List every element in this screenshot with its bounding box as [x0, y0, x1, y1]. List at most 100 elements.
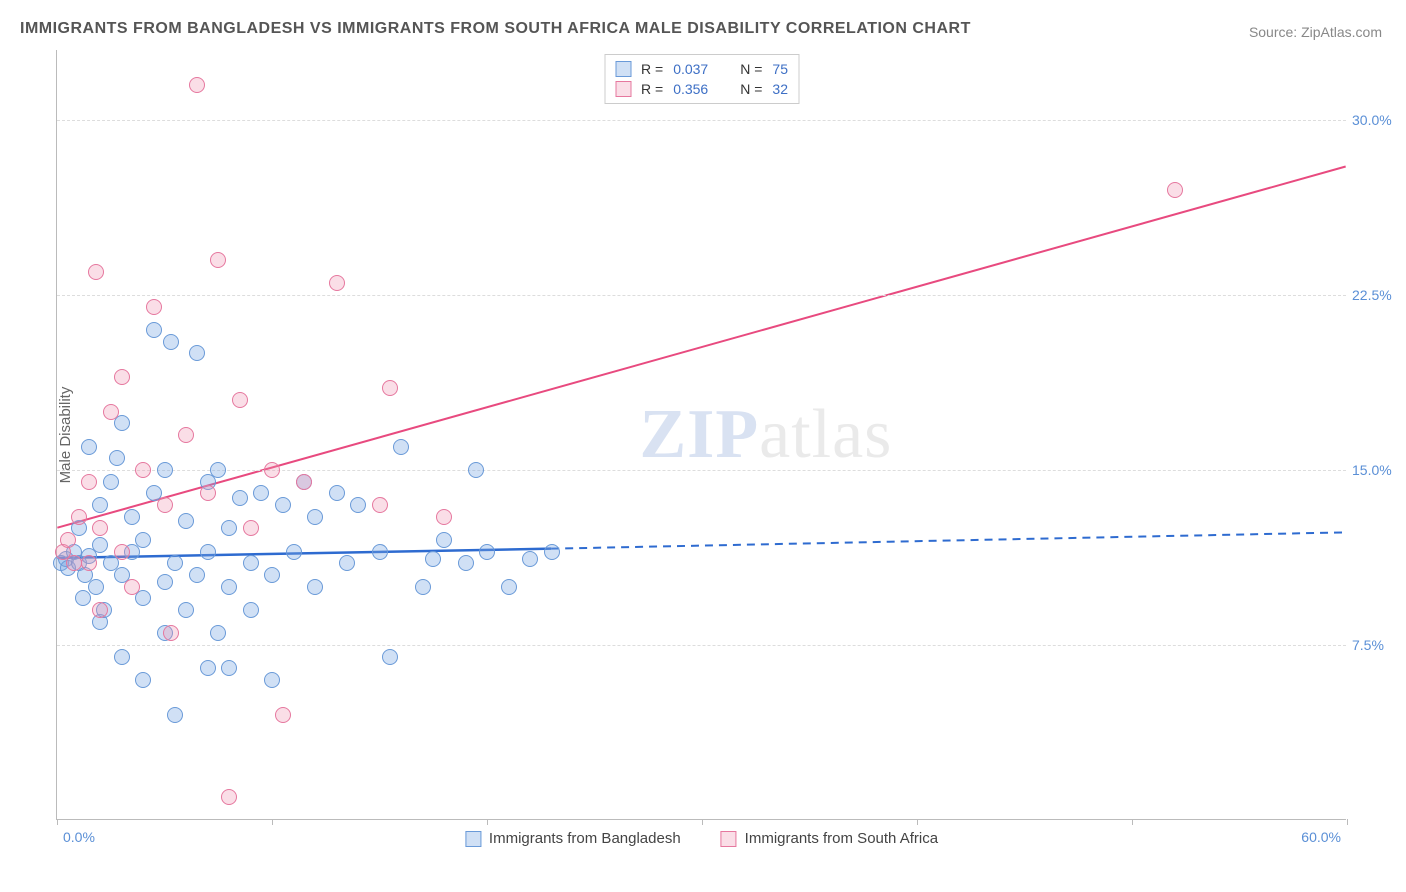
data-point [178, 602, 194, 618]
data-point [382, 380, 398, 396]
data-point [1167, 182, 1183, 198]
data-point [81, 474, 97, 490]
data-point [286, 544, 302, 560]
x-tick [917, 819, 918, 825]
data-point [350, 497, 366, 513]
data-point [167, 555, 183, 571]
data-point [163, 625, 179, 641]
watermark-zip: ZIP [639, 396, 759, 473]
data-point [103, 404, 119, 420]
data-point [243, 520, 259, 536]
data-point [200, 544, 216, 560]
data-point [114, 369, 130, 385]
data-point [124, 509, 140, 525]
data-point [232, 392, 248, 408]
data-point [264, 462, 280, 478]
data-point [264, 567, 280, 583]
gridline [57, 295, 1346, 296]
data-point [210, 625, 226, 641]
data-point [296, 474, 312, 490]
chart-container: IMMIGRANTS FROM BANGLADESH VS IMMIGRANTS… [0, 0, 1406, 892]
legend-stats-row-2: R = 0.356 N = 32 [615, 79, 788, 99]
data-point [275, 707, 291, 723]
data-point [157, 497, 173, 513]
y-axis-label: Male Disability [57, 386, 74, 483]
data-point [544, 544, 560, 560]
data-point [75, 590, 91, 606]
data-point [501, 579, 517, 595]
data-point [109, 450, 125, 466]
data-point [221, 579, 237, 595]
r-label-1: R = [641, 61, 663, 77]
data-point [66, 555, 82, 571]
data-point [146, 322, 162, 338]
data-point [92, 537, 108, 553]
data-point [221, 520, 237, 536]
data-point [372, 544, 388, 560]
x-tick-label: 60.0% [1301, 829, 1341, 845]
gridline [57, 470, 1346, 471]
x-tick [487, 819, 488, 825]
source-label: Source: ZipAtlas.com [1249, 24, 1382, 40]
data-point [167, 707, 183, 723]
legend-swatch-southafrica [721, 831, 737, 847]
trend-lines [57, 50, 1346, 819]
data-point [307, 509, 323, 525]
legend-bottom: Immigrants from Bangladesh Immigrants fr… [465, 830, 938, 847]
data-point [71, 509, 87, 525]
data-point [372, 497, 388, 513]
data-point [88, 264, 104, 280]
legend-label-bangladesh: Immigrants from Bangladesh [489, 830, 681, 847]
data-point [146, 299, 162, 315]
data-point [329, 485, 345, 501]
data-point [210, 462, 226, 478]
data-point [436, 532, 452, 548]
data-point [275, 497, 291, 513]
x-tick [702, 819, 703, 825]
x-tick-label: 0.0% [63, 829, 95, 845]
x-tick [1132, 819, 1133, 825]
data-point [479, 544, 495, 560]
data-point [157, 574, 173, 590]
data-point [243, 602, 259, 618]
legend-item-2: Immigrants from South Africa [721, 830, 938, 847]
x-tick [57, 819, 58, 825]
n-value-1: 75 [772, 61, 788, 77]
data-point [88, 579, 104, 595]
data-point [135, 672, 151, 688]
data-point [92, 520, 108, 536]
x-tick [1347, 819, 1348, 825]
legend-swatch-2 [615, 81, 631, 97]
data-point [415, 579, 431, 595]
y-tick-label: 15.0% [1352, 462, 1406, 478]
chart-title: IMMIGRANTS FROM BANGLADESH VS IMMIGRANTS… [20, 20, 971, 38]
n-value-2: 32 [772, 81, 788, 97]
data-point [178, 513, 194, 529]
data-point [114, 649, 130, 665]
data-point [189, 77, 205, 93]
legend-stats-row-1: R = 0.037 N = 75 [615, 59, 788, 79]
n-label-1: N = [740, 61, 762, 77]
plot-area: ZIPatlas Male Disability R = 0.037 N = 7… [56, 50, 1346, 820]
data-point [522, 551, 538, 567]
data-point [221, 789, 237, 805]
data-point [393, 439, 409, 455]
y-tick-label: 22.5% [1352, 287, 1406, 303]
data-point [382, 649, 398, 665]
data-point [163, 334, 179, 350]
data-point [124, 579, 140, 595]
data-point [307, 579, 323, 595]
data-point [253, 485, 269, 501]
watermark: ZIPatlas [639, 395, 892, 475]
data-point [114, 544, 130, 560]
n-label-2: N = [740, 81, 762, 97]
data-point [157, 462, 173, 478]
y-tick-label: 30.0% [1352, 112, 1406, 128]
data-point [200, 485, 216, 501]
data-point [81, 439, 97, 455]
data-point [189, 345, 205, 361]
data-point [81, 555, 97, 571]
data-point [232, 490, 248, 506]
gridline [57, 645, 1346, 646]
data-point [339, 555, 355, 571]
